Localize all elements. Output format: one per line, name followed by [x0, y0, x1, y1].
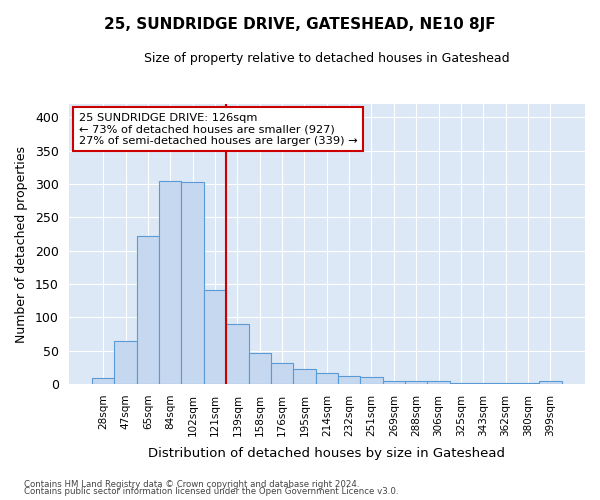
Bar	[92, 378, 115, 384]
Bar	[405, 382, 427, 384]
Bar	[361, 376, 383, 384]
Bar	[159, 181, 181, 384]
Bar	[472, 382, 494, 384]
Text: Contains HM Land Registry data © Crown copyright and database right 2024.: Contains HM Land Registry data © Crown c…	[24, 480, 359, 489]
Text: Contains public sector information licensed under the Open Government Licence v3: Contains public sector information licen…	[24, 487, 398, 496]
Text: 25, SUNDRIDGE DRIVE, GATESHEAD, NE10 8JF: 25, SUNDRIDGE DRIVE, GATESHEAD, NE10 8JF	[104, 18, 496, 32]
Bar	[137, 236, 159, 384]
Bar	[271, 364, 293, 384]
Bar	[226, 324, 248, 384]
Title: Size of property relative to detached houses in Gateshead: Size of property relative to detached ho…	[144, 52, 509, 66]
Bar	[338, 376, 361, 384]
Bar	[383, 382, 405, 384]
Bar	[450, 382, 472, 384]
Bar	[204, 290, 226, 384]
Bar	[181, 182, 204, 384]
Bar	[115, 342, 137, 384]
Bar	[539, 382, 562, 384]
Bar	[427, 382, 450, 384]
Bar	[316, 374, 338, 384]
Y-axis label: Number of detached properties: Number of detached properties	[15, 146, 28, 342]
X-axis label: Distribution of detached houses by size in Gateshead: Distribution of detached houses by size …	[148, 447, 505, 460]
Text: 25 SUNDRIDGE DRIVE: 126sqm
← 73% of detached houses are smaller (927)
27% of sem: 25 SUNDRIDGE DRIVE: 126sqm ← 73% of deta…	[79, 112, 358, 146]
Bar	[293, 370, 316, 384]
Bar	[248, 352, 271, 384]
